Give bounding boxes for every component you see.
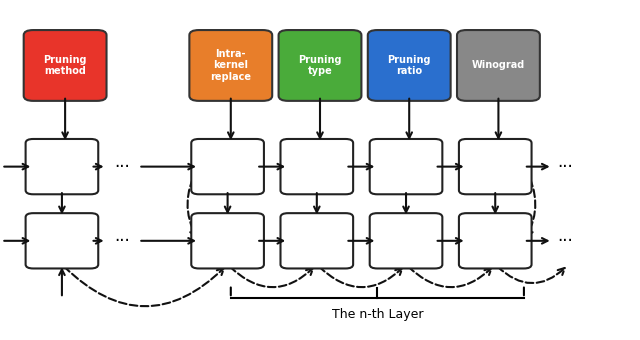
Text: ···: ··· xyxy=(115,158,131,176)
FancyBboxPatch shape xyxy=(459,213,532,269)
FancyBboxPatch shape xyxy=(26,213,99,269)
FancyArrowPatch shape xyxy=(188,169,198,236)
FancyBboxPatch shape xyxy=(191,213,264,269)
FancyArrowPatch shape xyxy=(408,266,492,287)
Text: Winograd: Winograd xyxy=(472,61,525,70)
Text: Intra-
kernel
replace: Intra- kernel replace xyxy=(211,49,252,82)
Text: ···: ··· xyxy=(557,232,573,250)
FancyArrowPatch shape xyxy=(497,266,565,283)
FancyBboxPatch shape xyxy=(370,139,442,194)
FancyArrowPatch shape xyxy=(230,266,313,287)
FancyBboxPatch shape xyxy=(26,139,99,194)
FancyBboxPatch shape xyxy=(370,213,442,269)
FancyBboxPatch shape xyxy=(280,213,353,269)
Text: Pruning
type: Pruning type xyxy=(298,55,342,76)
FancyBboxPatch shape xyxy=(191,139,264,194)
FancyBboxPatch shape xyxy=(278,30,362,101)
Text: Pruning
ratio: Pruning ratio xyxy=(387,55,431,76)
FancyArrowPatch shape xyxy=(319,266,403,287)
FancyBboxPatch shape xyxy=(457,30,540,101)
Text: The n-th Layer: The n-th Layer xyxy=(332,308,423,321)
Text: Pruning
method: Pruning method xyxy=(44,55,87,76)
FancyBboxPatch shape xyxy=(280,139,353,194)
Text: ···: ··· xyxy=(115,232,131,250)
FancyBboxPatch shape xyxy=(459,139,532,194)
FancyBboxPatch shape xyxy=(368,30,451,101)
FancyBboxPatch shape xyxy=(189,30,272,101)
FancyArrowPatch shape xyxy=(525,169,535,236)
Text: ···: ··· xyxy=(557,158,573,176)
FancyArrowPatch shape xyxy=(64,266,224,306)
FancyBboxPatch shape xyxy=(24,30,106,101)
